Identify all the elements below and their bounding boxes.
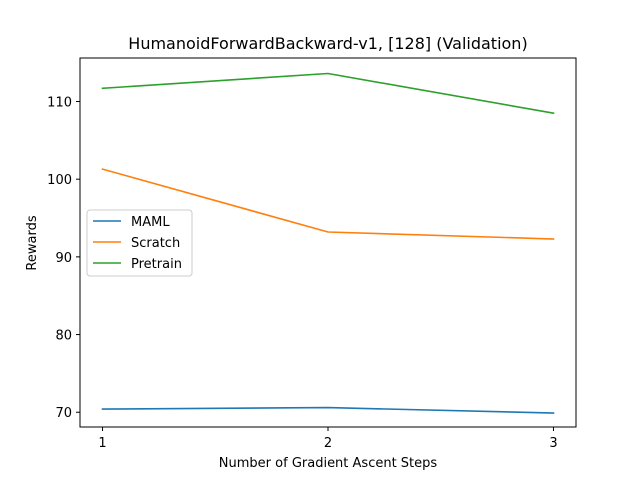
legend-label-scratch: Scratch [131,236,180,251]
series-line-scratch [101,168,555,240]
legend: MAML Scratch Pretrain [86,209,193,277]
series-line-pretrain [101,72,555,115]
y-axis-label: Rewards [25,215,40,270]
y-tick-label: 90 [55,251,72,266]
x-axis: 1 2 3 [98,427,558,451]
legend-label-pretrain: Pretrain [131,257,182,272]
y-axis: 70 80 90 100 110 [47,96,80,421]
y-tick-label: 110 [47,96,72,111]
plot-lines [101,72,555,414]
x-axis-label: Number of Gradient Ascent Steps [219,456,438,471]
y-tick-label: 100 [47,173,72,188]
legend-label-maml: MAML [131,215,170,230]
y-tick-label: 70 [55,406,72,421]
y-tick-label: 80 [55,329,72,344]
x-tick-label: 3 [549,436,557,451]
x-tick-label: 1 [98,436,106,451]
x-tick-label: 2 [324,436,332,451]
legend-box [86,209,193,277]
chart-title: HumanoidForwardBackward-v1, [128] (Valid… [128,34,527,53]
series-line-maml [101,406,555,414]
